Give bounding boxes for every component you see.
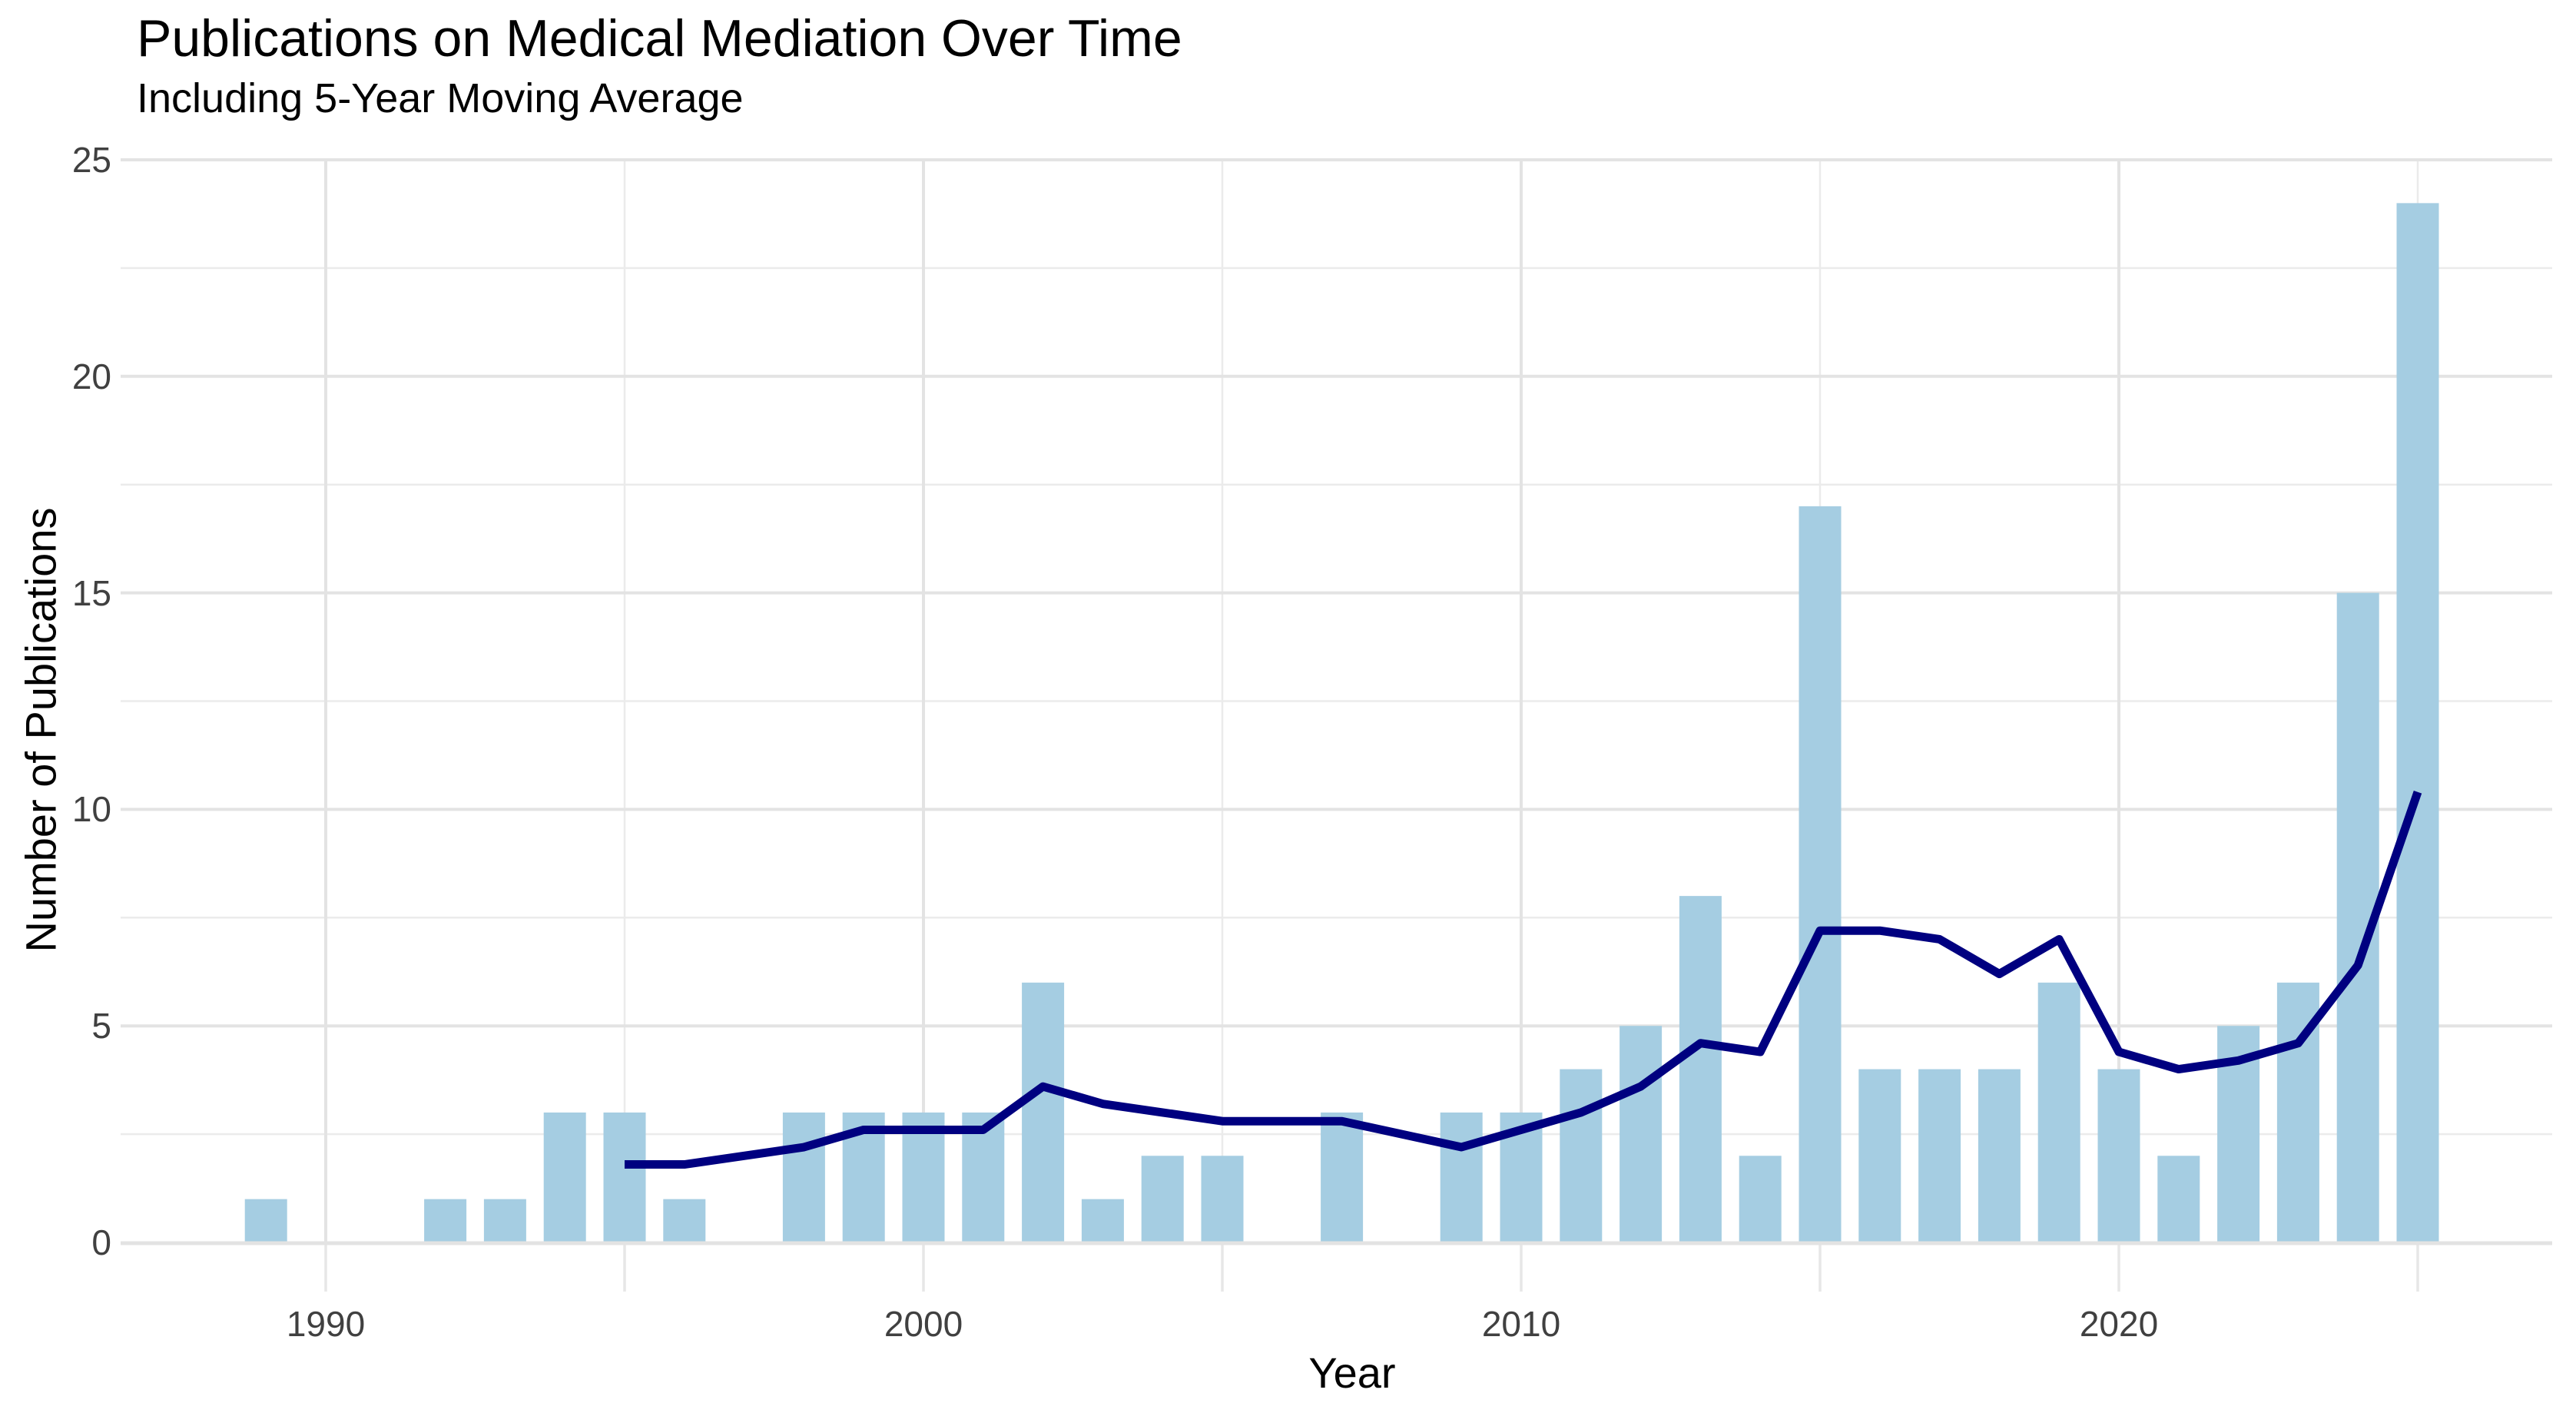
- bar-2017: [1918, 1069, 1961, 1242]
- bar-2019: [2037, 982, 2080, 1242]
- bar-1998: [782, 1112, 825, 1242]
- bar-2011: [1560, 1069, 1603, 1242]
- y-tick-label-20: 20: [71, 356, 111, 396]
- bar-1993: [483, 1199, 526, 1242]
- bar-2013: [1679, 896, 1722, 1242]
- bar-2007: [1321, 1112, 1364, 1242]
- x-tick-label-2010: 2010: [1481, 1304, 1561, 1344]
- bar-2018: [1978, 1069, 2021, 1242]
- bar-1996: [663, 1199, 706, 1242]
- moving-average-line: [625, 791, 2422, 1169]
- bar-2020: [2097, 1069, 2140, 1242]
- bar-2002: [1022, 982, 1065, 1242]
- y-tick-label-15: 15: [71, 572, 111, 613]
- bar-2014: [1739, 1156, 1782, 1242]
- bar-2015: [1799, 506, 1842, 1242]
- bar-2016: [1858, 1069, 1901, 1242]
- x-tick-label-1990: 1990: [286, 1304, 366, 1344]
- y-tick-label-5: 5: [91, 1006, 111, 1046]
- bar-1989: [244, 1199, 287, 1242]
- y-tick-label-10: 10: [71, 789, 111, 830]
- x-tick-label-2020: 2020: [2079, 1304, 2159, 1344]
- bar-1992: [424, 1199, 467, 1242]
- x-axis-title: Year: [1308, 1348, 1396, 1397]
- bar-2025: [2396, 203, 2439, 1242]
- y-tick-label-0: 0: [91, 1222, 111, 1262]
- bar-2005: [1201, 1156, 1244, 1242]
- bar-2009: [1440, 1112, 1483, 1242]
- bar-2003: [1081, 1199, 1124, 1242]
- bar-2004: [1141, 1156, 1184, 1242]
- bar-1994: [543, 1112, 586, 1242]
- chart-subtitle: Including 5-Year Moving Average: [137, 75, 744, 121]
- bar-1995: [603, 1112, 646, 1242]
- y-tick-label-25: 25: [71, 140, 111, 180]
- bar-2021: [2157, 1156, 2200, 1242]
- chart-title: Publications on Medical Mediation Over T…: [137, 9, 1182, 68]
- bar-2012: [1620, 1026, 1663, 1242]
- x-tick-label-2000: 2000: [884, 1304, 963, 1344]
